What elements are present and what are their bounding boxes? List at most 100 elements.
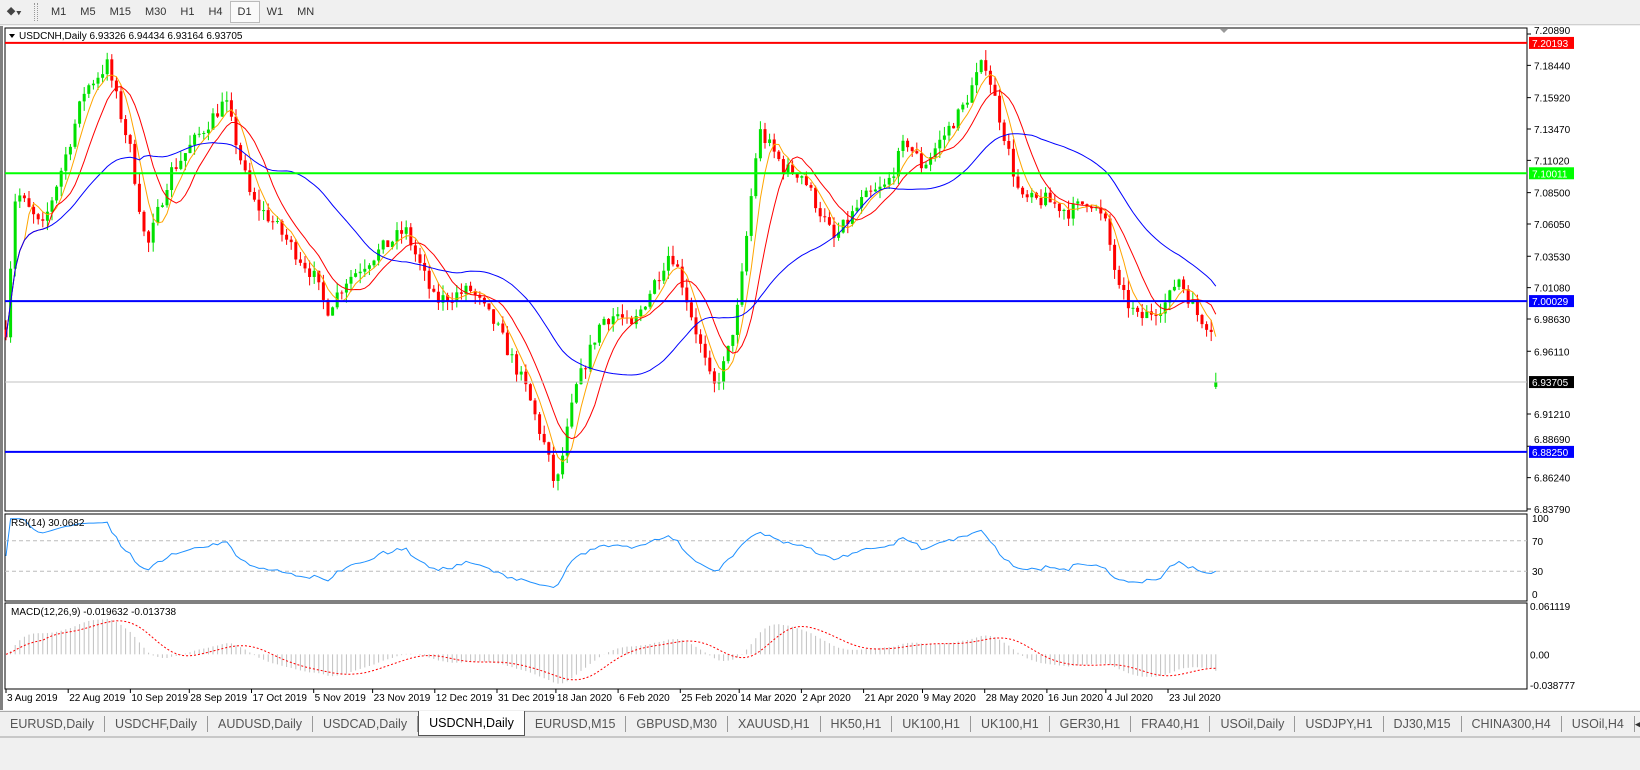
candle-body	[814, 187, 818, 209]
timeframe-h1[interactable]: H1	[180, 6, 195, 18]
candle-body	[795, 173, 799, 178]
candle-body	[257, 199, 261, 211]
candle-body	[294, 242, 298, 260]
candle-body	[873, 189, 877, 192]
candle-body	[689, 302, 693, 318]
date-axis-label: 2 Apr 2020	[802, 693, 851, 704]
candle-body	[984, 60, 988, 71]
candle-body	[1103, 213, 1107, 219]
chart-tab[interactable]: GBPUSD,M30	[626, 716, 728, 732]
candle-body	[1021, 187, 1025, 195]
candle-body	[542, 433, 546, 443]
candle-body	[446, 295, 450, 302]
candle-body	[459, 292, 463, 294]
candle-body	[64, 154, 68, 171]
current-price-bg	[1529, 376, 1574, 389]
candle-body	[924, 164, 928, 169]
price-axis-label: 7.08500	[1534, 189, 1571, 200]
candle-body	[712, 371, 716, 384]
candle-body	[137, 183, 141, 212]
timeframe-m5[interactable]: M5	[80, 6, 96, 18]
timeframe-h4[interactable]: H4	[208, 6, 223, 18]
timeframe-m30[interactable]: M30	[144, 6, 167, 18]
candle-body	[653, 280, 657, 294]
candle-body	[786, 164, 790, 173]
chart-tab[interactable]: EURUSD,M15	[525, 716, 627, 732]
chart-canvas[interactable]: USDCNH,Daily 6.93326 6.94434 6.93164 6.9…	[3, 26, 1640, 710]
candle-body	[519, 371, 523, 375]
chart-tab[interactable]: DJ30,M15	[1384, 716, 1462, 732]
rsi-line	[5, 518, 1217, 589]
timeframe-d1[interactable]: D1	[229, 1, 260, 23]
chart-tab[interactable]: GER30,H1	[1050, 716, 1132, 732]
chart-tab[interactable]: HK50,H1	[821, 716, 893, 732]
chart-tab[interactable]: USDCNH,Daily	[418, 711, 525, 736]
candle-body	[1030, 192, 1034, 198]
candle-body	[979, 60, 983, 73]
candle-body	[160, 205, 164, 207]
timeframe-m15[interactable]: M15	[109, 6, 131, 18]
candle-body	[73, 123, 77, 147]
candle-body	[584, 368, 588, 370]
candle-body	[441, 295, 445, 303]
timeframe-w1[interactable]: W1	[266, 6, 284, 18]
candle-body	[607, 318, 611, 325]
price-line-label: 7.10011	[1532, 169, 1568, 180]
chart-tab[interactable]: UK100,H1	[971, 716, 1050, 732]
candle-body	[413, 245, 417, 255]
rsi-label: RSI(14) 30.0682	[11, 518, 85, 529]
candle-body	[956, 109, 960, 129]
candle-body	[685, 287, 689, 303]
candle-body	[1126, 290, 1130, 309]
chart-tab[interactable]: FRA40,H1	[1131, 716, 1211, 732]
main-panel-frame	[4, 27, 1528, 512]
candle-body	[41, 219, 45, 221]
candle-body	[754, 158, 758, 197]
date-axis-label: 28 May 2020	[986, 693, 1044, 704]
candle-body	[216, 113, 220, 117]
scroll-left-icon[interactable]: ◀	[1634, 718, 1640, 729]
candle-body	[303, 262, 307, 269]
chart-tab[interactable]: USDCAD,Daily	[313, 716, 419, 732]
candle-body	[1071, 203, 1075, 219]
candle-body	[887, 177, 891, 185]
candle-body	[1034, 192, 1038, 198]
candle-body	[381, 240, 385, 250]
candle-body	[423, 262, 427, 271]
timeframe-mn[interactable]: MN	[297, 6, 315, 18]
candle-body	[409, 227, 413, 246]
candle-body	[151, 222, 155, 243]
candle-body	[1076, 201, 1080, 204]
candle-body	[358, 271, 362, 274]
candle-body	[211, 113, 215, 130]
candle-body	[436, 291, 440, 303]
candle-body	[837, 232, 841, 238]
chart-tab[interactable]: EURUSD,Daily	[0, 716, 106, 732]
candle-body	[965, 102, 969, 105]
candle-body	[234, 116, 238, 146]
chart-window[interactable]: USDCNH,Daily 6.93326 6.94434 6.93164 6.9…	[0, 26, 1640, 710]
date-axis-label: 5 Nov 2019	[315, 693, 367, 704]
chart-tab[interactable]: USOil,Daily	[1210, 716, 1296, 732]
chart-tab[interactable]: USDJPY,H1	[1295, 716, 1384, 732]
candle-body	[768, 139, 772, 143]
chart-tab[interactable]: USOil,H4	[1562, 716, 1635, 732]
candle-body	[657, 280, 661, 282]
candle-body	[133, 143, 137, 184]
toolbar-grip[interactable]	[34, 3, 38, 21]
timeframe-m1[interactable]: M1	[51, 6, 67, 18]
candle-body	[703, 343, 707, 358]
chart-tab[interactable]: XAUUSD,H1	[728, 716, 821, 732]
chart-tab[interactable]: USDCHF,Daily	[105, 716, 208, 732]
chart-tab[interactable]: UK100,H1	[892, 716, 971, 732]
chart-tab[interactable]: CHINA300,H4	[1462, 716, 1562, 732]
candle-body	[68, 146, 72, 155]
candle-body	[179, 160, 183, 169]
candle-body	[524, 371, 528, 385]
candle-body	[349, 276, 353, 284]
date-axis-label: 22 Aug 2019	[69, 693, 126, 704]
chart-tab[interactable]: AUDUSD,Daily	[208, 716, 314, 732]
candle-body	[1007, 141, 1011, 149]
line-tools-icon[interactable]: ⯁▾	[6, 4, 22, 19]
candle-body	[450, 301, 454, 303]
